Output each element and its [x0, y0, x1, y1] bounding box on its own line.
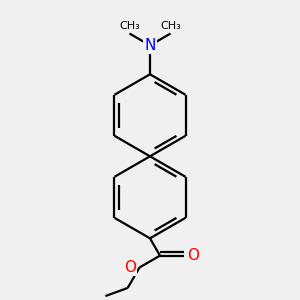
Text: O: O	[124, 260, 136, 275]
Text: N: N	[144, 38, 156, 53]
Text: CH₃: CH₃	[160, 21, 181, 31]
Text: CH₃: CH₃	[119, 21, 140, 31]
Text: O: O	[187, 248, 199, 263]
